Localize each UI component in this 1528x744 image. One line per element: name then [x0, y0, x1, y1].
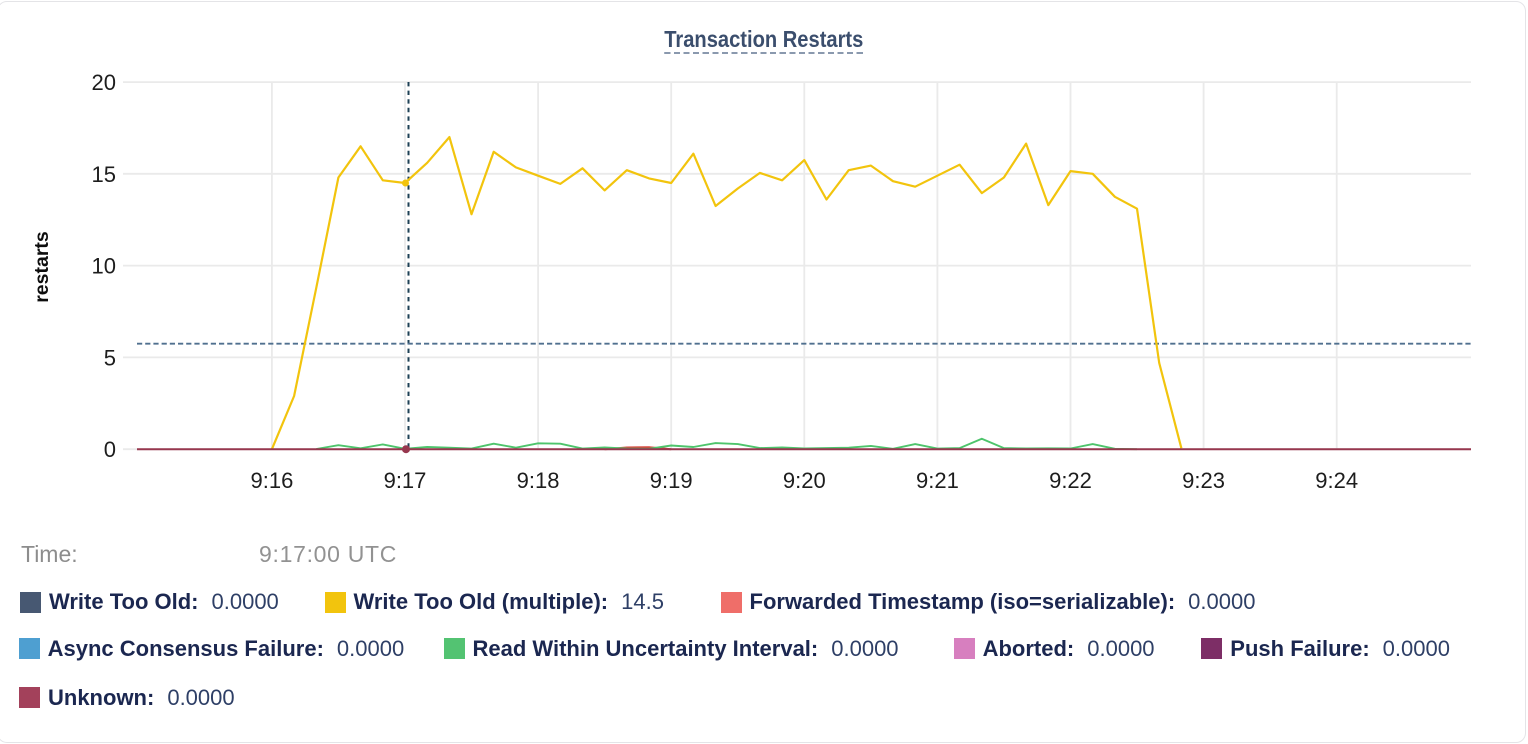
- svg-text:9:17: 9:17: [384, 468, 427, 493]
- svg-text:5: 5: [104, 345, 116, 370]
- svg-text:9:18: 9:18: [517, 468, 560, 493]
- svg-text:0: 0: [104, 437, 116, 462]
- svg-text:20: 20: [92, 70, 116, 95]
- svg-text:15: 15: [92, 162, 116, 187]
- svg-text:9:19: 9:19: [650, 468, 693, 493]
- svg-text:restarts: restarts: [31, 231, 53, 303]
- svg-text:9:20: 9:20: [783, 468, 826, 493]
- svg-text:9:21: 9:21: [916, 468, 959, 493]
- svg-text:9:23: 9:23: [1182, 468, 1225, 493]
- svg-text:9:24: 9:24: [1315, 468, 1358, 493]
- svg-text:10: 10: [92, 254, 116, 279]
- svg-text:9:22: 9:22: [1049, 468, 1092, 493]
- svg-text:9:16: 9:16: [250, 468, 293, 493]
